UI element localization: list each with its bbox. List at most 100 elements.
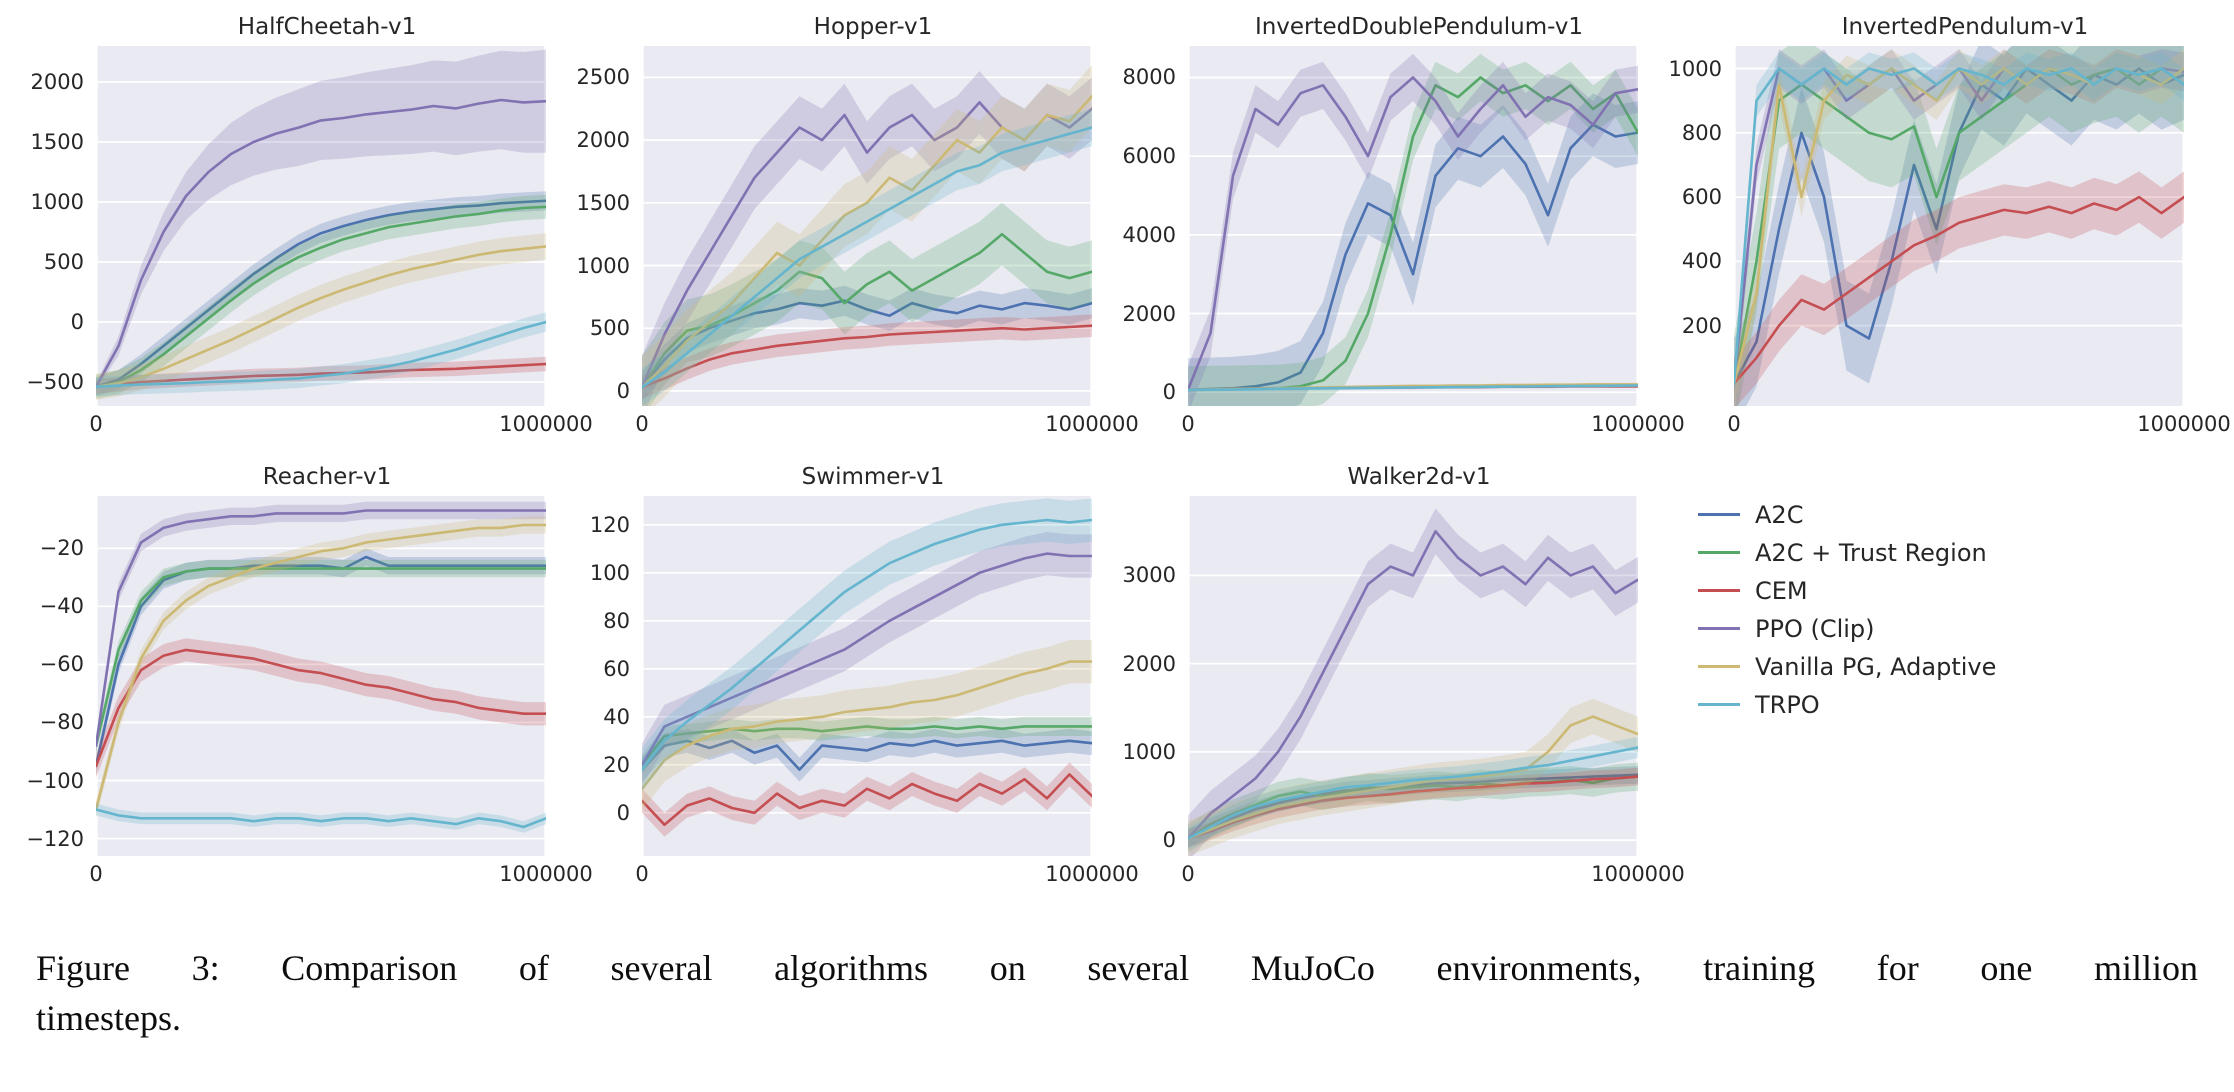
legend-item-a2c-trust-region: A2C + Trust Region xyxy=(1698,538,2196,567)
y-tick-label: 1000 xyxy=(30,190,84,214)
y-tick-label: 8000 xyxy=(1122,65,1176,90)
x-tick-label: 0 xyxy=(635,412,649,436)
subplot-inverteddoublependulum-v1: InvertedDoublePendulum-v1 0 2000 4000 6000 80… xyxy=(1110,12,1685,442)
legend-item-a2c: A2C xyxy=(1698,500,2196,529)
subplot-swimmer-v1: Swimmer-v1 0 20 40 60 80 100 120 0 1000000 xyxy=(564,462,1139,892)
y-tick-label: 6000 xyxy=(1122,144,1176,169)
subplot-hopper-v1: Hopper-v1 0 500 1000 1500 2000 2500 0 1000000 xyxy=(564,12,1139,442)
subplot-reacher-v1: Reacher-v1 −120 −100 −80 −60 −40 −20 0 1000000 xyxy=(18,462,592,892)
y-tick-label: 400 xyxy=(1681,249,1722,274)
plot-canvas xyxy=(96,496,546,856)
y-tick-label: 2000 xyxy=(1122,301,1176,326)
caption-line-1: Figure 3: Comparison of several algorith… xyxy=(36,948,2198,988)
legend-label: A2C xyxy=(1755,500,1804,529)
legend-label: PPO (Clip) xyxy=(1755,614,1875,643)
subplot-halfcheetah-v1: HalfCheetah-v1 −500 0 500 1000 1500 2000 0 10000… xyxy=(18,12,593,442)
x-tick-label: 1000000 xyxy=(1045,412,1139,436)
y-tick-label: −120 xyxy=(26,826,84,851)
x-tick-label: 1000000 xyxy=(1591,862,1685,886)
y-tick-label: 1500 xyxy=(576,190,630,215)
x-tick-label: 0 xyxy=(1727,412,1741,436)
y-tick-label: 500 xyxy=(43,250,84,274)
plot-area: 0 20 40 60 80 100 120 0 1000000 xyxy=(564,496,1139,886)
y-tick-label: 0 xyxy=(1162,380,1176,405)
y-tick-label: 1000 xyxy=(1122,739,1176,764)
plot-canvas xyxy=(642,496,1092,856)
x-tick-label: 1000000 xyxy=(499,412,593,436)
plot-area: 200 400 600 800 1000 0 1000000 xyxy=(1656,46,2231,436)
x-tick-label: 1000000 xyxy=(499,862,593,886)
plot-title: Walker2d-v1 xyxy=(1347,464,1491,490)
plot-title: Swimmer-v1 xyxy=(801,464,945,490)
plot-title: HalfCheetah-v1 xyxy=(237,14,417,40)
y-tick-label: 0 xyxy=(70,310,84,334)
y-tick-label: 120 xyxy=(589,512,630,537)
y-tick-label: 4000 xyxy=(1122,222,1176,247)
y-tick-label: 40 xyxy=(603,704,630,729)
y-tick-label: 0 xyxy=(616,800,630,825)
y-tick-label: 0 xyxy=(1162,828,1176,853)
y-tick-label: 100 xyxy=(589,560,630,585)
y-tick-label: 1000 xyxy=(1668,56,1722,81)
figure-page: HalfCheetah-v1 −500 0 500 1000 1500 2000 0 10000… xyxy=(18,12,2231,1043)
x-tick-label: 0 xyxy=(635,862,649,886)
y-tick-label: 3000 xyxy=(1122,563,1176,588)
plot-canvas xyxy=(1734,46,2184,406)
y-tick-label: −500 xyxy=(26,370,84,394)
legend-line-swatch-icon xyxy=(1698,702,1740,707)
legend-line-swatch-icon xyxy=(1698,664,1740,669)
legend: A2C A2C + Trust Region CEM PPO (Clip) Vanill… xyxy=(1656,462,2196,892)
legend-line-swatch-icon xyxy=(1698,512,1740,517)
y-tick-label: 2000 xyxy=(576,128,630,153)
legend-label: TRPO xyxy=(1755,690,1820,719)
y-tick-label: 600 xyxy=(1681,185,1722,210)
plot-canvas xyxy=(1188,496,1638,856)
caption-line-2: timesteps. xyxy=(36,997,181,1038)
figure-caption: Figure 3: Comparison of several algorith… xyxy=(36,944,2198,1043)
plot-title: Reacher-v1 xyxy=(262,464,392,490)
x-tick-label: 1000000 xyxy=(2137,412,2231,436)
y-tick-label: 80 xyxy=(603,608,630,633)
legend-line-swatch-icon xyxy=(1698,588,1740,593)
x-tick-label: 0 xyxy=(1181,862,1195,886)
y-tick-label: −80 xyxy=(39,710,84,735)
plot-title: InvertedPendulum-v1 xyxy=(1841,14,2089,40)
y-tick-label: 500 xyxy=(589,316,630,341)
y-tick-label: −100 xyxy=(26,768,84,793)
plot-canvas xyxy=(642,46,1092,406)
x-tick-label: 0 xyxy=(89,412,103,436)
subplot-invertedpendulum-v1: InvertedPendulum-v1 200 400 600 800 1000 0 1000… xyxy=(1656,12,2231,442)
plot-canvas xyxy=(96,46,546,406)
x-tick-label: 0 xyxy=(89,862,103,886)
legend-item-cem: CEM xyxy=(1698,576,2196,605)
legend-line-swatch-icon xyxy=(1698,550,1740,555)
legend-label: A2C + Trust Region xyxy=(1755,538,1987,567)
y-tick-label: 1500 xyxy=(30,130,84,154)
y-tick-label: −20 xyxy=(39,536,84,561)
y-tick-label: 2000 xyxy=(1122,651,1176,676)
y-tick-label: 0 xyxy=(616,378,630,403)
subplot-walker2d-v1: Walker2d-v1 0 1000 2000 3000 0 1000000 xyxy=(1110,462,1685,892)
plots-grid: HalfCheetah-v1 −500 0 500 1000 1500 2000 0 10000… xyxy=(18,12,2231,892)
x-tick-label: 1000000 xyxy=(1591,412,1685,436)
plot-canvas xyxy=(1188,46,1638,406)
y-tick-label: 200 xyxy=(1681,313,1722,338)
legend-item-trpo: TRPO xyxy=(1698,690,2196,719)
plot-area: 0 1000 2000 3000 0 1000000 xyxy=(1110,496,1685,886)
legend-line-swatch-icon xyxy=(1698,626,1740,631)
plot-title: InvertedDoublePendulum-v1 xyxy=(1254,14,1584,40)
plot-area: −500 0 500 1000 1500 2000 0 1000000 xyxy=(18,46,593,436)
y-tick-label: 800 xyxy=(1681,120,1722,145)
plot-area: 0 500 1000 1500 2000 2500 0 1000000 xyxy=(564,46,1139,436)
legend-label: CEM xyxy=(1755,576,1808,605)
y-tick-label: 20 xyxy=(603,752,630,777)
legend-item-ppo-clip: PPO (Clip) xyxy=(1698,614,2196,643)
y-tick-label: 2000 xyxy=(30,70,84,94)
legend-label: Vanilla PG, Adaptive xyxy=(1755,652,1997,681)
x-tick-label: 1000000 xyxy=(1045,862,1139,886)
y-tick-label: 60 xyxy=(603,656,630,681)
plot-title: Hopper-v1 xyxy=(813,14,933,40)
x-tick-label: 0 xyxy=(1181,412,1195,436)
y-tick-label: 1000 xyxy=(576,253,630,278)
legend-item-vanilla-pg-adaptive: Vanilla PG, Adaptive xyxy=(1698,652,2196,681)
